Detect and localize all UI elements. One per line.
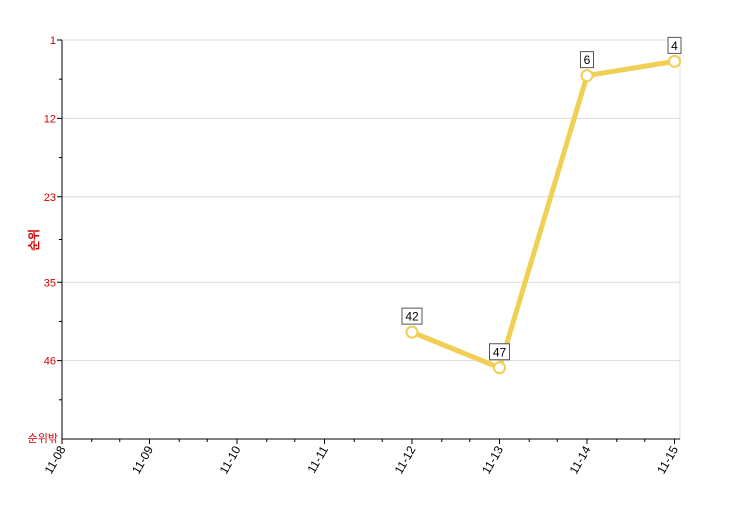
x-tick-label: 11-11	[305, 443, 332, 475]
x-tick-label: 11-10	[217, 443, 244, 476]
axes	[57, 39, 680, 444]
x-tick-label: 11-12	[392, 443, 419, 476]
data-label: 47	[489, 343, 510, 361]
data-label-text: 6	[584, 53, 591, 67]
data-label: 42	[401, 307, 423, 325]
data-label-box	[401, 307, 423, 325]
x-tick-label: 11-13	[479, 443, 506, 476]
x-tick-label: 11-09	[129, 443, 156, 476]
y-tick-label: 12	[44, 113, 56, 125]
data-point	[668, 54, 681, 68]
y-tick-label: 1	[50, 35, 56, 47]
y-axis-label: 순위	[27, 229, 41, 251]
data-label-box	[580, 51, 594, 69]
x-tick-labels: 11-08 11-09 11-10 11-11 11-12 11-13 11-14 11-15	[42, 443, 682, 476]
y-tick-label: 46	[44, 356, 56, 368]
y-tick-label: 35	[44, 277, 56, 289]
y-tick-labels: 1 12 23 35 46 순위밖	[28, 35, 58, 445]
y-tick-label: 23	[44, 192, 56, 204]
x-tick-label: 11-15	[654, 443, 681, 476]
series-line	[409, 58, 677, 371]
data-label-text: 42	[405, 310, 419, 324]
data-label-box	[667, 36, 682, 54]
data-label: 6	[580, 51, 594, 69]
y-bottom-label: 순위밖	[28, 432, 58, 445]
data-point	[405, 325, 419, 339]
x-tick-label: 11-14	[567, 443, 594, 476]
x-tick-label: 11-08	[42, 443, 69, 476]
data-label-text: 47	[493, 345, 507, 359]
data-point	[493, 361, 506, 375]
data-label: 4	[667, 36, 682, 54]
grid-lines	[62, 39, 681, 439]
data-label-text: 4	[671, 39, 678, 53]
data-point	[580, 69, 594, 83]
data-label-box	[489, 343, 510, 361]
series-rank: 42 47 6 4	[401, 36, 682, 375]
